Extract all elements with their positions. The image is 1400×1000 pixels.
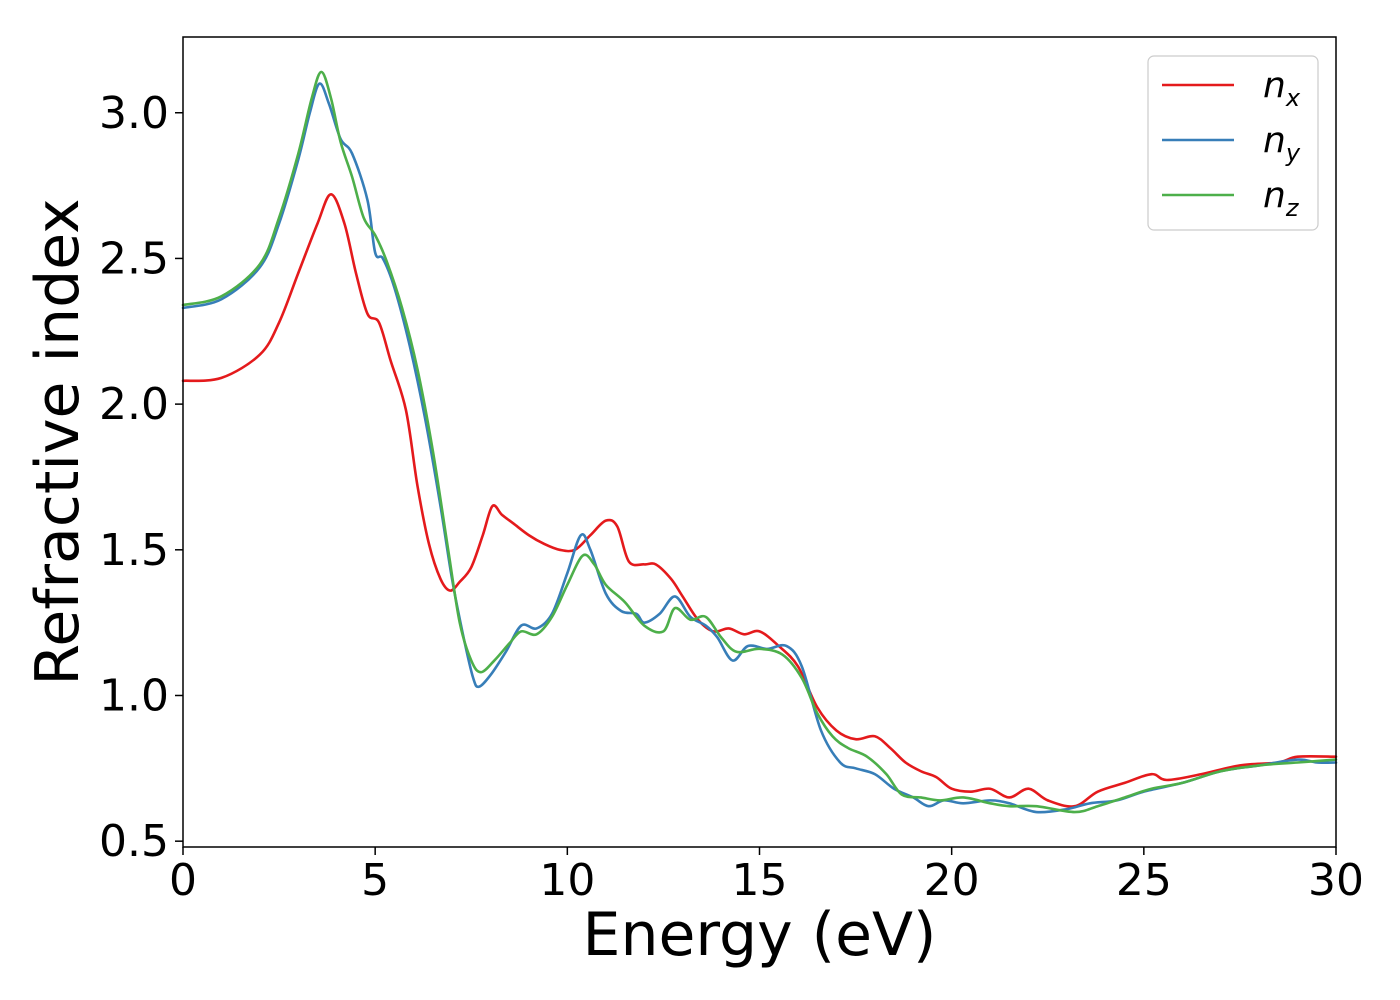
y-tick-label: 0.5 [99, 816, 169, 867]
legend-label: nx [1263, 65, 1301, 112]
x-axis: 0 5 10 15 20 25 30 [169, 847, 1364, 906]
legend-label-subscript: y [1285, 139, 1301, 167]
y-tick-label: 2.5 [99, 233, 169, 284]
series-line-ny [181, 82, 1338, 814]
legend-label-main: n [1263, 175, 1286, 216]
legend-label-main: n [1263, 120, 1286, 161]
y-tick-label: 1.0 [99, 670, 169, 721]
y-axis-title: Refractive index [23, 198, 93, 685]
y-tick-label: 2.0 [99, 379, 169, 430]
legend-label: nz [1263, 175, 1300, 222]
x-tick-label: 15 [732, 855, 788, 906]
y-axis: 0.5 1.0 1.5 2.0 2.5 3.0 [99, 88, 183, 867]
legend-label: ny [1263, 120, 1301, 167]
x-axis-title: Energy (eV) [583, 900, 937, 970]
x-tick-label: 30 [1308, 855, 1364, 906]
x-tick-label: 0 [169, 855, 197, 906]
legend-label-subscript: x [1285, 84, 1301, 112]
y-tick-label: 3.0 [99, 88, 169, 139]
series-layer [181, 70, 1338, 814]
legend-label-main: n [1263, 65, 1286, 106]
x-tick-label: 10 [539, 855, 595, 906]
x-tick-label: 25 [1116, 855, 1172, 906]
x-tick-label: 20 [924, 855, 980, 906]
series-line-nx [181, 193, 1338, 808]
legend-box [1147, 55, 1319, 231]
x-tick-label: 5 [361, 855, 389, 906]
series-line-nz [181, 70, 1338, 814]
legend-label-subscript: z [1285, 194, 1300, 222]
y-tick-label: 1.5 [99, 525, 169, 576]
